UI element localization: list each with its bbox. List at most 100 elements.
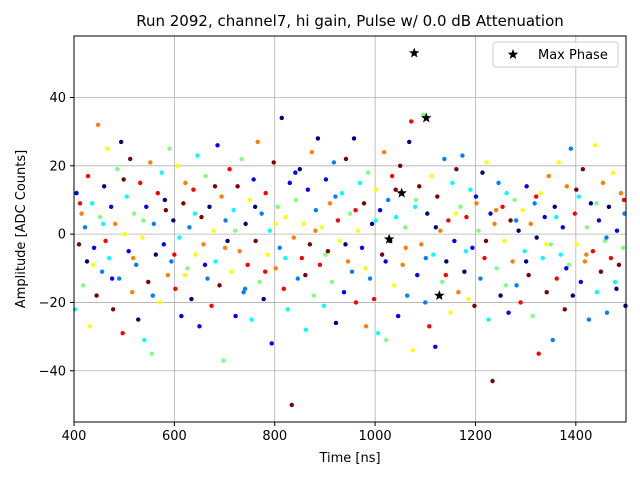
data-point: [327, 201, 333, 206]
data-point: [351, 136, 357, 141]
data-point: [608, 255, 614, 261]
data-point: [279, 115, 284, 121]
data-point: [255, 139, 260, 145]
data-point: [580, 167, 586, 172]
data-point: [77, 201, 83, 206]
data-point: [108, 204, 114, 209]
data-point: [231, 208, 236, 213]
data-point: [323, 177, 329, 182]
data-point: [570, 293, 576, 298]
data-point: [480, 170, 485, 175]
data-point: [249, 317, 254, 322]
data-point: [239, 156, 244, 162]
data-point: [446, 218, 451, 223]
data-point: [349, 269, 355, 274]
data-point: [243, 221, 248, 227]
data-point: [343, 242, 348, 247]
data-point: [187, 225, 192, 230]
data-point: [193, 252, 198, 257]
data-point: [526, 272, 531, 278]
data-point: [175, 163, 180, 169]
data-point: [450, 180, 455, 186]
data-points: [72, 112, 628, 408]
x-tick-label: 400: [62, 429, 87, 444]
data-point: [419, 242, 424, 247]
data-point: [146, 279, 151, 285]
data-point: [584, 225, 590, 230]
x-tick-label: 1400: [559, 429, 592, 444]
data-point: [506, 310, 511, 315]
data-point: [363, 324, 369, 329]
data-point: [574, 187, 579, 192]
data-point: [594, 201, 599, 206]
data-point: [202, 262, 208, 268]
data-point: [456, 289, 461, 295]
data-point: [353, 208, 358, 213]
data-point: [116, 276, 122, 281]
data-point: [297, 167, 303, 172]
data-point: [192, 211, 198, 216]
data-point: [151, 221, 156, 227]
data-point: [544, 242, 549, 247]
data-point: [122, 231, 127, 237]
data-point: [490, 378, 495, 384]
data-point: [564, 266, 569, 271]
data-point: [620, 245, 626, 250]
data-point: [80, 283, 86, 288]
data-point: [433, 225, 439, 230]
data-point: [259, 211, 264, 216]
data-point: [329, 279, 335, 285]
data-point: [614, 228, 620, 233]
data-point: [592, 143, 598, 148]
data-point: [295, 276, 301, 281]
y-tick-label: −40: [39, 364, 66, 379]
data-point: [132, 211, 137, 216]
data-point: [564, 184, 569, 189]
data-point: [221, 358, 226, 363]
data-point: [464, 214, 469, 220]
data-point: [277, 245, 282, 250]
data-point: [544, 289, 549, 295]
data-point: [423, 255, 428, 261]
data-point: [606, 204, 612, 209]
data-point: [616, 262, 622, 268]
data-point: [197, 324, 202, 329]
data-point: [84, 259, 90, 264]
data-point: [128, 156, 133, 162]
data-point: [105, 146, 110, 151]
data-point: [199, 214, 204, 220]
data-point: [293, 197, 299, 203]
data-point: [423, 300, 428, 305]
data-point: [440, 279, 445, 285]
data-point: [534, 235, 539, 240]
data-point: [237, 249, 242, 254]
data-point: [590, 249, 596, 254]
data-point: [325, 249, 331, 254]
data-point: [233, 313, 238, 319]
max-phase-star: [396, 187, 407, 198]
x-tick-label: 800: [262, 429, 287, 444]
data-point: [252, 204, 258, 209]
data-point: [118, 139, 124, 145]
data-point: [232, 228, 238, 233]
data-point: [393, 214, 399, 220]
data-point: [189, 296, 194, 302]
data-point: [262, 269, 268, 274]
data-point: [345, 259, 351, 264]
data-point: [323, 252, 328, 257]
data-point: [148, 160, 153, 165]
data-point: [333, 320, 339, 326]
y-tick-label: 20: [49, 159, 66, 174]
data-point: [454, 167, 459, 172]
data-point: [103, 238, 108, 244]
data-point: [494, 266, 499, 271]
data-point: [79, 211, 84, 216]
data-point: [140, 235, 145, 240]
data-point: [251, 177, 256, 182]
data-point: [99, 269, 105, 274]
data-point: [235, 184, 240, 189]
data-point: [623, 303, 628, 309]
data-point: [568, 146, 573, 151]
data-point: [303, 327, 309, 332]
max-phase-star: [383, 233, 395, 244]
